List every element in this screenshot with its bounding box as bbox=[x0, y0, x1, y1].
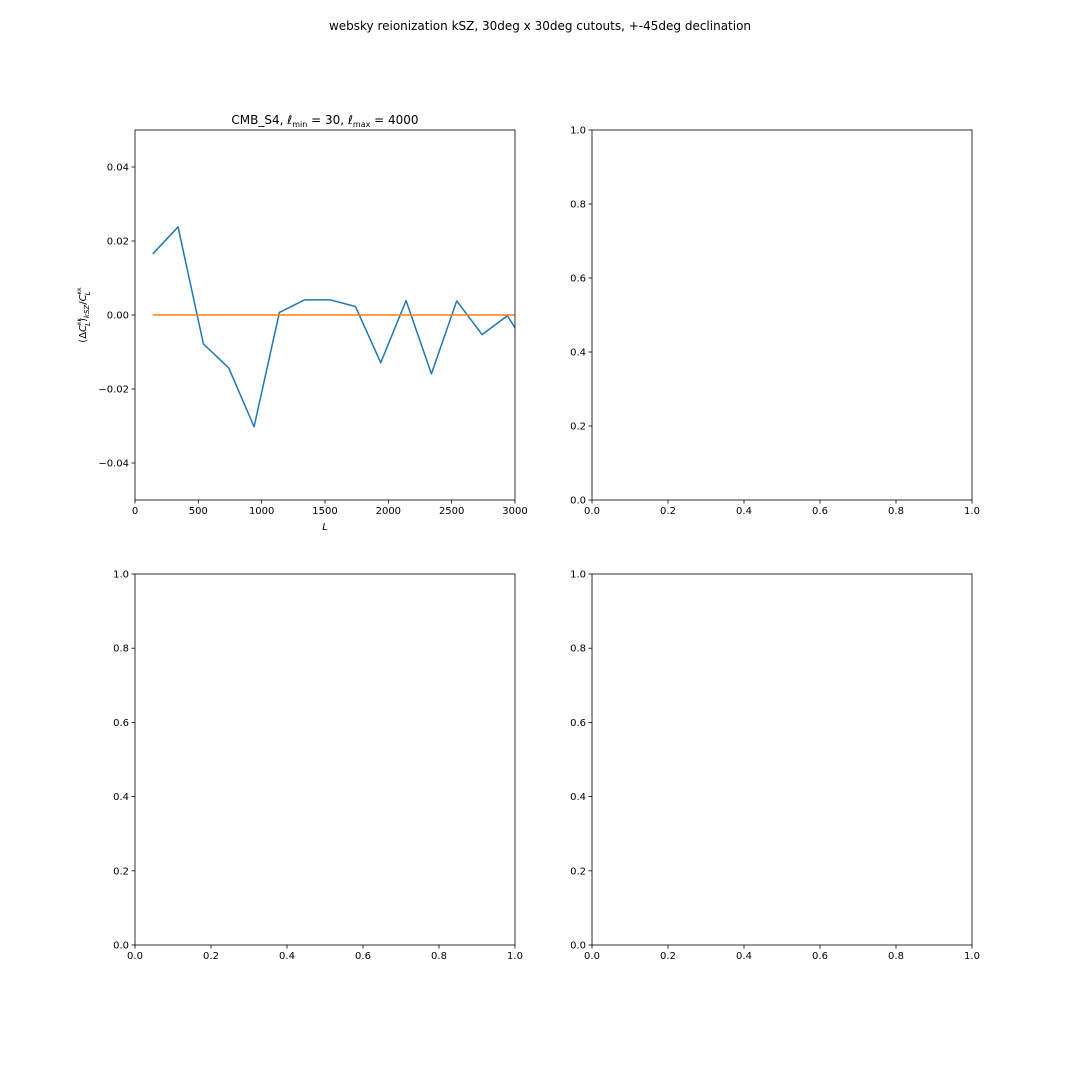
x-tick-label: 500 bbox=[189, 506, 208, 517]
y-tick-label: 1.0 bbox=[570, 570, 586, 581]
y-tick-label: 0.02 bbox=[107, 237, 129, 248]
y-tick-label: 0.8 bbox=[570, 644, 586, 655]
y-tick-label: 0.00 bbox=[107, 311, 129, 322]
x-tick-label: 0.2 bbox=[203, 951, 219, 962]
axes-3: 0.0 0.2 0.4 0.6 0.8 1.0 0.0 0.2 0.4 0.6 0.8 1.0 bbox=[570, 570, 980, 963]
y-tick-label: 0.04 bbox=[107, 163, 129, 174]
y-tick-label: 0.6 bbox=[113, 718, 129, 729]
y-axis-label: (ΔCκκL)kSZ/CκκL bbox=[76, 287, 92, 343]
axes-0: 0 500 1000 1500 2000 2500 3000 −0.04 −0.02 0.00 0.… bbox=[76, 113, 528, 533]
y-tick-label: 0.0 bbox=[113, 941, 129, 952]
axes-title: CMB_S4, ℓmin = 30, ℓmax = 4000 bbox=[231, 113, 418, 129]
figure-suptitle: websky reionization kSZ, 30deg x 30deg c… bbox=[328, 19, 752, 33]
series-line-0 bbox=[152, 226, 515, 428]
x-tick-label: 2000 bbox=[376, 506, 401, 517]
y-tick-label: −0.04 bbox=[98, 459, 129, 470]
x-tick-label: 0.0 bbox=[127, 951, 143, 962]
x-tick-label: 0.6 bbox=[355, 951, 371, 962]
y-tick-label: 0.4 bbox=[570, 348, 586, 359]
x-tick-label: 0.4 bbox=[736, 506, 752, 517]
x-tick-label: 2500 bbox=[439, 506, 464, 517]
y-tick-label: 0.2 bbox=[570, 422, 586, 433]
x-tick-label: 0.6 bbox=[812, 951, 828, 962]
y-tick-label: 0.4 bbox=[113, 792, 129, 803]
x-tick-label: 1500 bbox=[312, 506, 337, 517]
axes-2: 0.0 0.2 0.4 0.6 0.8 1.0 0.0 0.2 0.4 0.6 0.8 1.0 bbox=[113, 570, 523, 963]
x-tick-label: 0.0 bbox=[584, 951, 600, 962]
y-tick-label: −0.02 bbox=[98, 385, 129, 396]
axes-1: 0.0 0.2 0.4 0.6 0.8 1.0 0.0 0.2 0.4 0.6 0.8 1.0 bbox=[570, 126, 980, 518]
y-tick-label: 0.6 bbox=[570, 274, 586, 285]
x-tick-label: 0.6 bbox=[812, 506, 828, 517]
y-tick-label: 0.2 bbox=[570, 866, 586, 877]
x-tick-label: 1.0 bbox=[964, 506, 980, 517]
axes-frame bbox=[591, 573, 973, 946]
x-tick-label: 0.8 bbox=[888, 951, 904, 962]
x-tick-label: 1.0 bbox=[507, 951, 523, 962]
y-tick-label: 0.8 bbox=[113, 644, 129, 655]
x-tick-label: 0.8 bbox=[431, 951, 447, 962]
y-tick-label: 0.0 bbox=[570, 941, 586, 952]
axes-frame bbox=[591, 129, 973, 501]
x-axis-label: L bbox=[322, 522, 328, 533]
x-tick-label: 0.0 bbox=[584, 506, 600, 517]
y-tick-label: 0.6 bbox=[570, 718, 586, 729]
axes-frame bbox=[134, 573, 516, 946]
x-tick-label: 0.4 bbox=[279, 951, 295, 962]
x-tick-label: 0.2 bbox=[660, 506, 676, 517]
y-tick-label: 1.0 bbox=[113, 570, 129, 581]
y-tick-label: 0.8 bbox=[570, 200, 586, 211]
x-tick-label: 1000 bbox=[249, 506, 274, 517]
y-tick-label: 1.0 bbox=[570, 126, 586, 137]
x-tick-label: 0.4 bbox=[736, 951, 752, 962]
x-tick-label: 0 bbox=[132, 506, 138, 517]
x-tick-label: 3000 bbox=[502, 506, 527, 517]
y-tick-label: 0.0 bbox=[570, 496, 586, 507]
y-tick-label: 0.4 bbox=[570, 792, 586, 803]
y-tick-label: 0.2 bbox=[113, 866, 129, 877]
x-tick-label: 1.0 bbox=[964, 951, 980, 962]
x-tick-label: 0.2 bbox=[660, 951, 676, 962]
x-tick-label: 0.8 bbox=[888, 506, 904, 517]
